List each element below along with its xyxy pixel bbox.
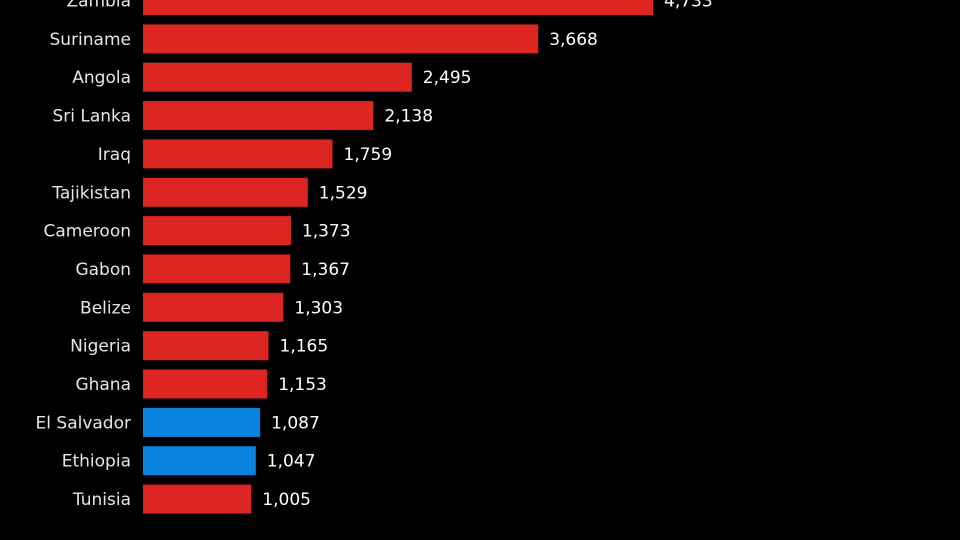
category-label-tajikistan: Tajikistan — [51, 183, 131, 203]
bar-el-salvador — [143, 407, 261, 437]
category-label-nigeria: Nigeria — [70, 337, 131, 357]
bar-tajikistan — [143, 177, 308, 207]
category-label-sri-lanka: Sri Lanka — [52, 107, 131, 127]
category-label-belize: Belize — [80, 298, 131, 318]
value-label-el-salvador: 1,087 — [271, 413, 320, 433]
value-label-iraq: 1,759 — [344, 145, 393, 165]
bar-iraq — [143, 139, 333, 169]
category-label-tunisia: Tunisia — [72, 490, 131, 510]
value-label-belize: 1,303 — [294, 298, 343, 318]
bar-cameroon — [143, 216, 291, 246]
bar-angola — [143, 62, 412, 92]
bar-ethiopia — [143, 446, 256, 476]
bar-gabon — [143, 254, 291, 284]
value-label-angola: 2,495 — [423, 68, 472, 88]
category-label-suriname: Suriname — [50, 30, 132, 50]
value-label-sri-lanka: 2,138 — [384, 107, 433, 127]
bar-ghana — [143, 369, 268, 399]
labels-layer: Zambia 4,733 Suriname 3,668 Angola 2,495 Sri L… — [36, 0, 713, 510]
value-label-tunisia: 1,005 — [262, 490, 311, 510]
category-label-zambia: Zambia — [66, 0, 131, 12]
value-label-ethiopia: 1,047 — [267, 452, 316, 472]
category-label-cameroon: Cameroon — [44, 222, 132, 242]
value-label-cameroon: 1,373 — [302, 222, 351, 242]
bar-tunisia — [143, 484, 252, 514]
category-label-ethiopia: Ethiopia — [62, 452, 131, 472]
bar-zambia — [143, 0, 653, 15]
category-label-angola: Angola — [72, 68, 131, 88]
value-label-gabon: 1,367 — [301, 260, 350, 280]
bars-layer — [143, 0, 653, 514]
bar-nigeria — [143, 331, 269, 361]
value-label-ghana: 1,153 — [278, 375, 327, 395]
category-label-iraq: Iraq — [98, 145, 131, 165]
category-label-ghana: Ghana — [75, 375, 131, 395]
bar-sri-lanka — [143, 101, 374, 131]
value-label-suriname: 3,668 — [549, 30, 598, 50]
category-label-gabon: Gabon — [75, 260, 131, 280]
bar-suriname — [143, 24, 539, 54]
value-label-nigeria: 1,165 — [280, 337, 329, 357]
category-label-el-salvador: El Salvador — [36, 413, 131, 433]
bar-belize — [143, 292, 284, 322]
value-label-zambia: 4,733 — [664, 0, 713, 12]
value-label-tajikistan: 1,529 — [319, 183, 368, 203]
